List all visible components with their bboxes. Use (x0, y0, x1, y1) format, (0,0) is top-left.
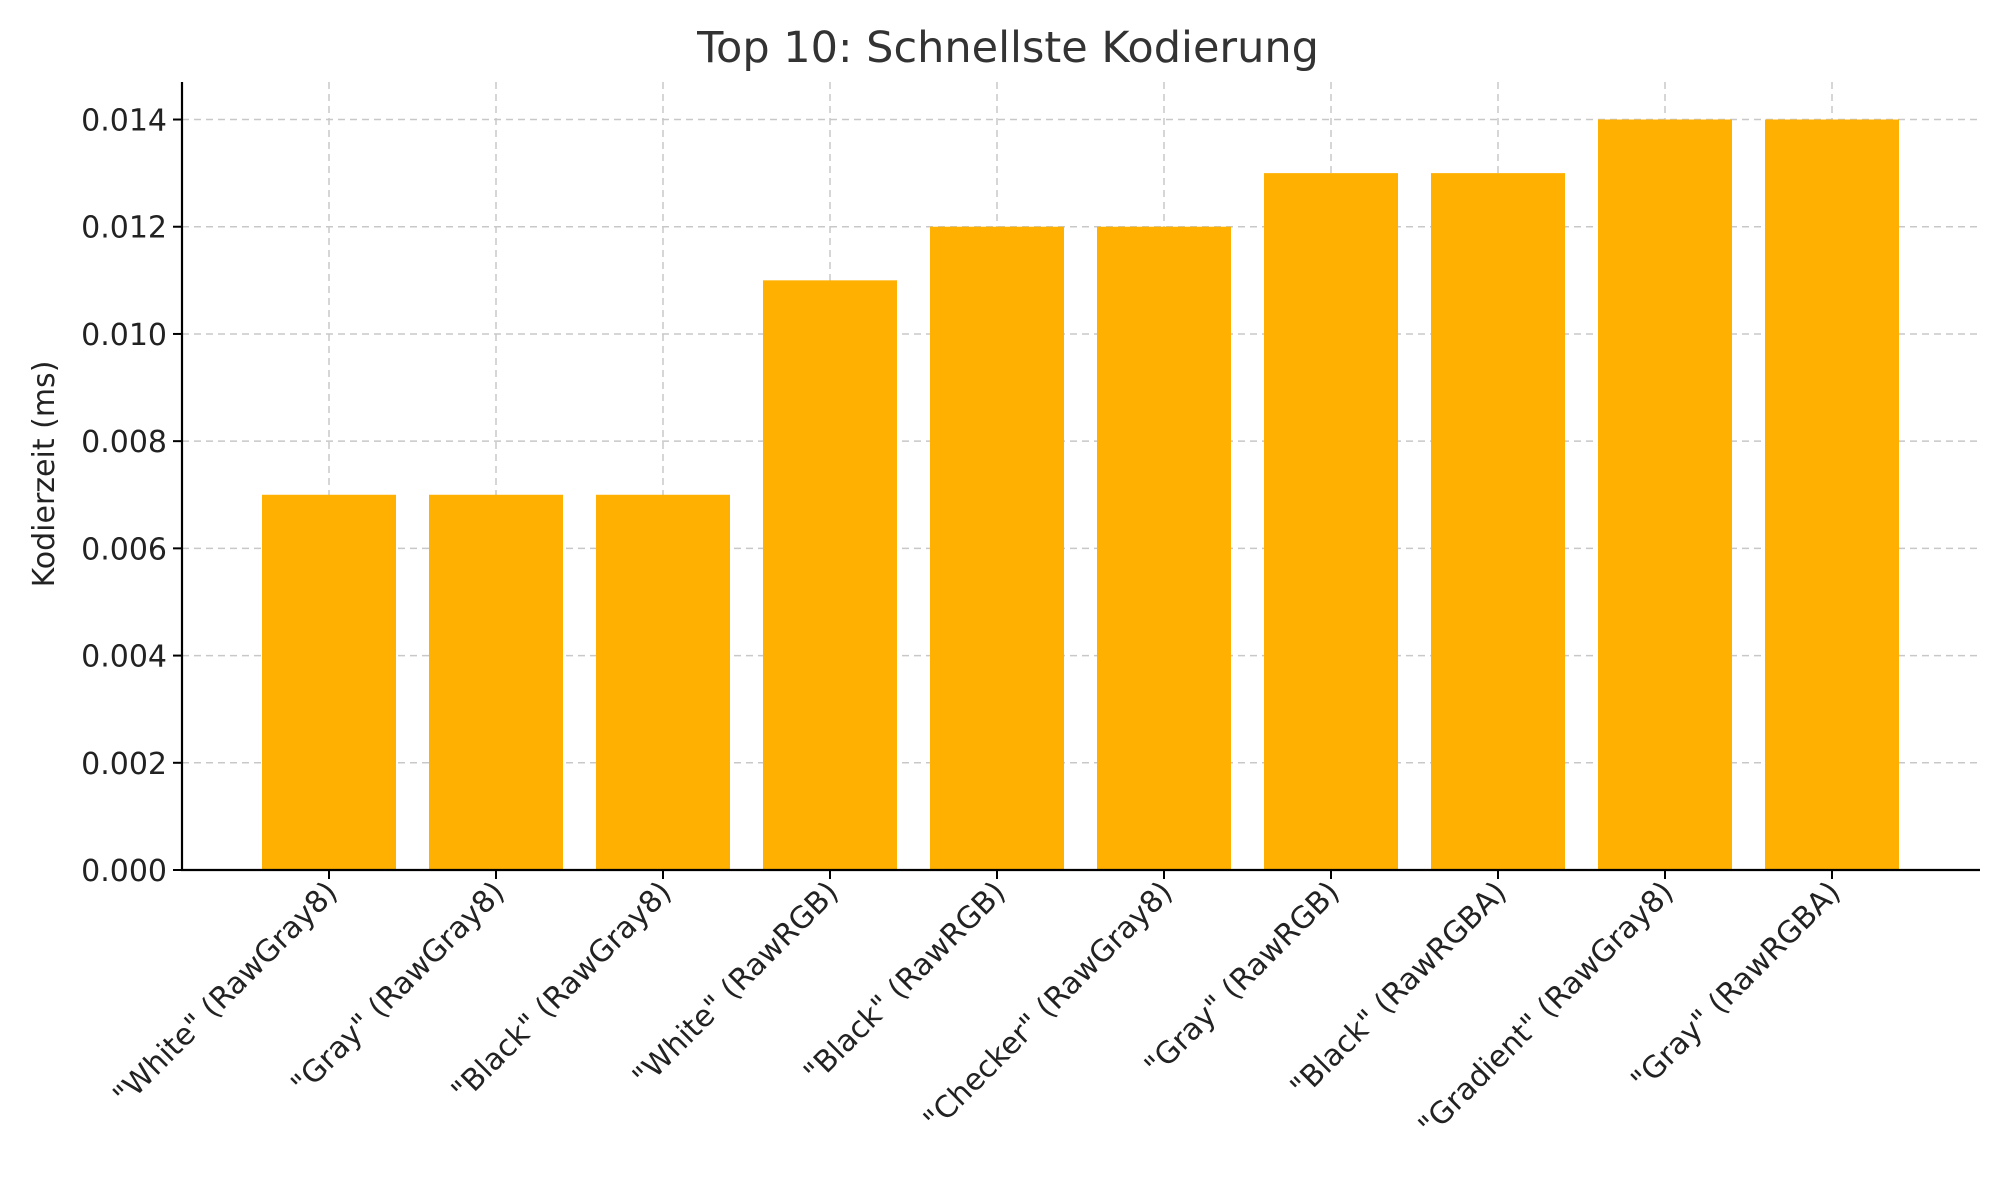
y-tick-label: 0.002 (81, 747, 167, 782)
y-tick-label: 0.000 (81, 854, 167, 889)
bar (262, 494, 396, 870)
y-tick-label: 0.014 (81, 104, 167, 139)
bar (763, 280, 897, 870)
axes-layer (180, 82, 1980, 872)
bar (1598, 119, 1732, 871)
chart-title: Top 10: Schnellste Kodierung (696, 23, 1319, 73)
bar (1431, 173, 1565, 870)
bar (1097, 226, 1231, 871)
y-tick-label: 0.012 (81, 211, 167, 246)
bar (1765, 119, 1899, 871)
y-tick-label: 0.010 (81, 318, 167, 353)
bar (1264, 173, 1398, 870)
bar (596, 494, 730, 870)
y-tick-label: 0.006 (81, 532, 167, 567)
y-axis-label: Kodierzeit (ms) (27, 361, 62, 588)
y-tick-label: 0.004 (81, 640, 167, 675)
x-ticks-layer: "White" (RawGray8)"Gray" (RawGray8)"Blac… (107, 870, 1848, 1144)
y-ticks-layer: 0.000 0.002 0.004 0.006 0.008 0.010 0.012 0.014 (81, 104, 182, 889)
bar (429, 494, 563, 870)
bars-layer (262, 119, 1899, 871)
bar (930, 226, 1064, 871)
y-tick-label: 0.008 (81, 425, 167, 460)
